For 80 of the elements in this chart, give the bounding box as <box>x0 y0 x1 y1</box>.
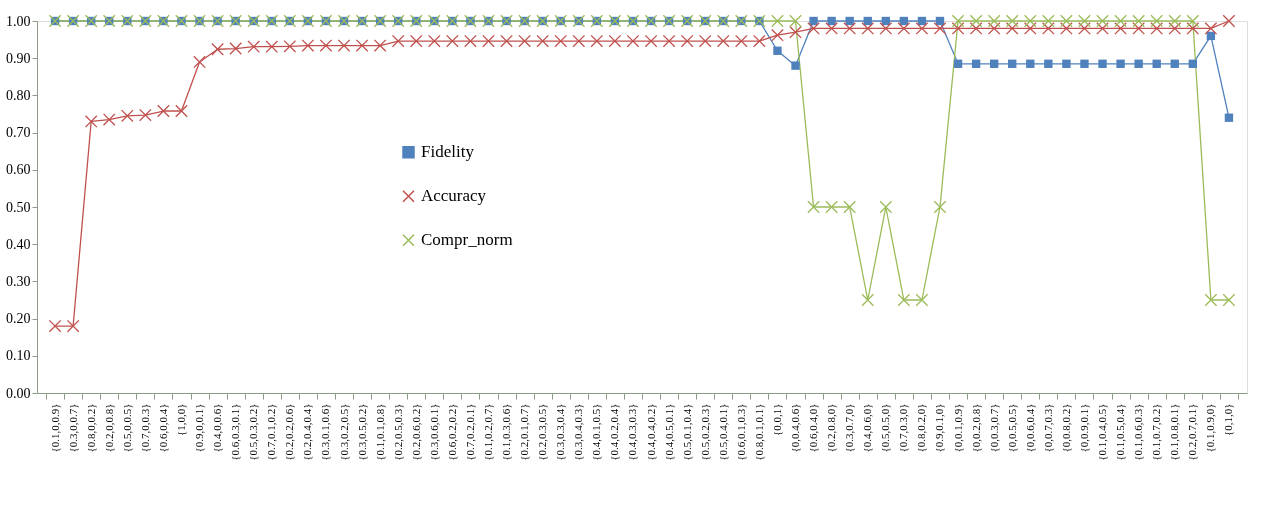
x-tick-label: {0,0.9,0.1} <box>1077 403 1090 453</box>
x-tick-label: {0.6,0.4,0} <box>807 403 820 453</box>
x-tick-label: {0.1,0.5,0.4} <box>1114 403 1127 461</box>
x-tick-label: {0.6,0.2,0.2} <box>445 403 458 461</box>
x-tick-label: {0.6,0,0.4} <box>156 403 169 453</box>
x-tick-label: {0.3,0.2,0.5} <box>337 403 350 461</box>
x-tick-label: {0.5,0.5,0} <box>879 403 892 453</box>
x-tick-label: {0.4,0.5,0.1} <box>662 403 675 461</box>
x-tick-label: {0,0.2,0.8} <box>969 403 982 453</box>
x-tick-label: {0.6,0.1,0.3} <box>734 403 747 461</box>
y-tick-label: 0.90 <box>6 50 31 66</box>
x-tick-label: {0.2,0.7,0.1} <box>1186 403 1199 461</box>
x-tick-label: {0.6,0.3,0.1} <box>229 403 242 461</box>
x-tick-label: {0.1,0.4,0.5} <box>1096 403 1109 461</box>
legend-label: Accuracy <box>421 186 487 206</box>
x-tick-label: {0.1,0,0.9} <box>48 403 61 453</box>
x-tick-label: {0.7,0.2,0.1} <box>463 403 476 461</box>
y-tick-label: 0.30 <box>6 273 31 289</box>
x-tick-label: {0.2,0.8,0} <box>825 403 838 453</box>
x-tick-label: {0.3,0.6,0.1} <box>427 403 440 461</box>
y-tick-label: 0.50 <box>6 199 31 215</box>
y-tick-label: 0.80 <box>6 87 31 103</box>
x-tick-label: {0.3,0.1,0.6} <box>319 403 332 461</box>
x-tick-label: {0.1,0.6,0.3} <box>1132 403 1145 461</box>
x-tick-label: {0.4,0.2,0.4} <box>608 403 621 461</box>
y-tick-label: 0.10 <box>6 348 31 364</box>
y-tick-label: 0.40 <box>6 236 31 252</box>
y-tick-label: 0.70 <box>6 125 31 141</box>
x-tick-label: {0.9,0.1,0} <box>933 403 946 453</box>
legend-label: Fidelity <box>421 142 475 162</box>
x-tick-label: {0.8,0.1,0.1} <box>752 403 765 461</box>
y-tick-label: 0.00 <box>6 385 31 401</box>
x-tick-label: {0.3,0.4,0.3} <box>572 403 585 461</box>
x-tick-label: {0.3,0.3,0.4} <box>554 403 567 461</box>
x-tick-label: {0,0,1} <box>770 403 783 437</box>
x-tick-label: {0.2,0.5,0.3} <box>391 403 404 461</box>
x-tick-label: {0.9,0,0.1} <box>193 403 206 453</box>
x-tick-label: {0,0.5,0.5} <box>1005 403 1018 453</box>
x-tick-label: {0.5,0,0.5} <box>120 403 133 453</box>
x-tick-label: {0.3,0.5,0.2} <box>355 403 368 461</box>
x-tick-label: {0.4,0,0.6} <box>211 403 224 453</box>
x-tick-label: {0.4,0.4,0.2} <box>644 403 657 461</box>
x-tick-label: {0,0.1,0.9} <box>951 403 964 453</box>
x-tick-label: {0.7,0.3,0} <box>897 403 910 453</box>
x-tick-label: {0.2,0,0.8} <box>102 403 115 453</box>
x-tick-label: {1,0,0} <box>174 403 187 437</box>
x-tick-label: {0,0.4,0.6} <box>789 403 802 453</box>
x-tick-label: {0.4,0.6,0} <box>861 403 874 453</box>
x-tick-label: {0.2,0.2,0.6} <box>283 403 296 461</box>
x-tick-label: {0.8,0,0.2} <box>84 403 97 453</box>
x-tick-label: {0.5,0.1,0.4} <box>680 403 693 461</box>
x-tick-label: {0.1,0.9,0} <box>1204 403 1217 453</box>
x-tick-label: {0.2,0.1,0.7} <box>518 403 531 461</box>
x-tick-label: {0.2,0.4,0.4} <box>301 403 314 461</box>
x-tick-label: {0.2,0.6,0.2} <box>409 403 422 461</box>
x-tick-label: {0.5,0.4,0.1} <box>716 403 729 461</box>
x-tick-label: {0.2,0.3,0.5} <box>536 403 549 461</box>
x-tick-label: {0.1,0.3,0.6} <box>500 403 513 461</box>
x-tick-label: {0,0.6,0.4} <box>1023 403 1036 453</box>
y-tick-label: 0.20 <box>6 311 31 327</box>
x-tick-label: {0,0.3,0.7} <box>987 403 1000 453</box>
x-tick-label: {0.4,0.1,0.5} <box>590 403 603 461</box>
y-tick-label: 0.60 <box>6 162 31 178</box>
x-tick-label: {0.5,0.2,0.3} <box>698 403 711 461</box>
x-tick-label: {0.7,0,0.3} <box>138 403 151 453</box>
x-tick-label: {0.1,0.2,0.7} <box>481 403 494 461</box>
x-tick-label: {0,0.8,0.2} <box>1059 403 1072 453</box>
x-tick-label: {0.1,0.8,0.1} <box>1168 403 1181 461</box>
x-tick-label: {0,1,0} <box>1222 403 1235 437</box>
x-tick-label: {0.4,0.3,0.3} <box>626 403 639 461</box>
y-tick-label: 1.00 <box>6 13 31 29</box>
x-tick-label: {0.5,0.3,0.2} <box>247 403 260 461</box>
x-tick-label: {0,0.7,0.3} <box>1041 403 1054 453</box>
x-tick-label: {0.3,0.7,0} <box>843 403 856 453</box>
legend-label: Compr_norm <box>421 230 513 250</box>
x-tick-label: {0.8,0.2,0} <box>915 403 928 453</box>
x-tick-label: {0.1,0.7,0.2} <box>1150 403 1163 461</box>
x-tick-label: {0.7,0.1,0.2} <box>265 403 278 461</box>
x-tick-label: {0.3,0,0.7} <box>66 403 79 453</box>
x-tick-label: {0.1,0.1,0.8} <box>373 403 386 461</box>
